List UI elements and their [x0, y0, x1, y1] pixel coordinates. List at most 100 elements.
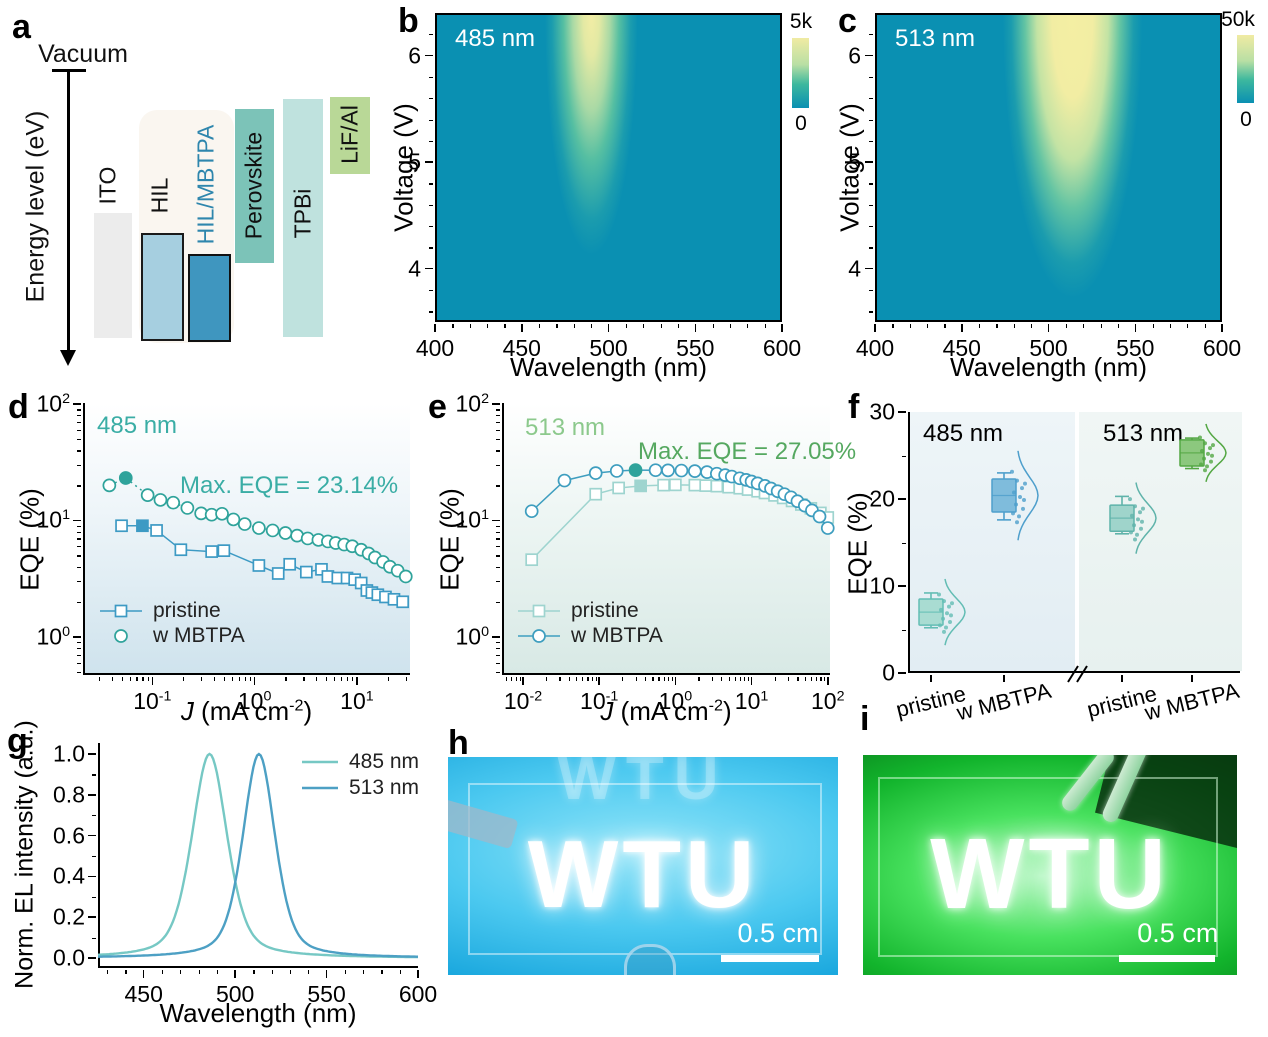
tick-label: 450 — [942, 335, 981, 361]
panel-letter-h: h — [448, 724, 469, 762]
panel-b: b 485 nm Wavelength (nm) Voltage (V) 5k … — [389, 0, 830, 390]
tick-label: 10 — [869, 572, 895, 599]
tick-mark — [677, 324, 680, 328]
tick-mark — [216, 970, 219, 974]
legend-entry-513-nm: 513 nm — [300, 776, 419, 800]
tick-mark — [598, 677, 600, 685]
tick-mark — [729, 324, 732, 328]
layer-bar-hil — [141, 233, 184, 341]
scalebar — [1118, 955, 1215, 963]
tick-mark — [865, 54, 873, 57]
tick-mark — [625, 324, 628, 328]
tick-mark — [521, 324, 523, 332]
legend-label: w MBTPA — [571, 624, 663, 647]
tick-mark — [341, 677, 343, 681]
tick-mark — [425, 161, 433, 163]
tick-mark — [496, 429, 500, 431]
tick-mark — [399, 970, 401, 974]
layer-label-tpbi: TPBi — [289, 188, 316, 239]
tick-mark — [892, 324, 894, 328]
layer-label-hil-mbtpa: HIL/MBTPA — [192, 124, 219, 245]
group-label-513: 513 nm — [1103, 420, 1184, 447]
tick-mark — [1121, 675, 1123, 682]
tick-mark — [434, 324, 436, 332]
tick-label: 400 — [855, 335, 895, 361]
group-background-513 — [1079, 412, 1242, 671]
tick-mark — [308, 970, 310, 974]
tick-mark — [234, 970, 236, 978]
tick-mark — [734, 677, 736, 681]
tick-mark — [865, 161, 873, 163]
tick-mark — [405, 677, 407, 681]
tick-mark — [781, 324, 783, 332]
tick-mark — [496, 409, 500, 411]
el-emission-plume — [437, 15, 780, 320]
tick-label: 6 — [848, 42, 861, 69]
tick-mark — [556, 324, 558, 328]
tick-mark — [1134, 324, 1136, 332]
tick-mark — [902, 455, 906, 457]
tick-mark — [429, 311, 433, 313]
tick-mark — [429, 98, 433, 100]
panel-f: f 485 nm 513 nm EQE (%) 0 10 20 30 pristine w… — [840, 390, 1268, 735]
tick-mark — [77, 555, 81, 557]
tick-mark — [452, 324, 454, 328]
colorbar-min-label: 0 — [1240, 108, 1252, 131]
tick-mark — [496, 648, 500, 650]
tick-label: 5 — [848, 148, 861, 175]
tick-mark — [417, 970, 419, 978]
tick-mark — [496, 450, 500, 452]
vacuum-level-line — [52, 69, 86, 72]
tick-mark — [253, 677, 256, 685]
tick-mark — [660, 324, 662, 328]
tick-mark — [587, 677, 589, 681]
tick-mark — [504, 324, 506, 328]
legend-entry-w-MBTPA: w MBTPA — [516, 624, 663, 648]
tick-label: 30 — [869, 398, 895, 425]
tick-mark — [316, 677, 318, 681]
tick-mark — [77, 601, 81, 603]
tick-mark — [98, 677, 101, 681]
legend-label: 513 nm — [349, 776, 420, 799]
tick-mark — [898, 498, 906, 500]
tick-mark — [77, 464, 81, 467]
tick-mark — [721, 677, 723, 681]
tick-mark — [869, 247, 873, 249]
tick-mark — [429, 140, 433, 143]
tick-mark — [77, 422, 81, 424]
layer-bar-lif-al — [330, 97, 370, 174]
tick-mark — [787, 677, 790, 681]
tick-label: 10-1 — [580, 688, 619, 714]
tick-mark — [869, 311, 873, 313]
tick-mark — [573, 324, 575, 328]
tick-mark — [77, 538, 81, 540]
tick-mark — [249, 677, 252, 681]
x-axis-label: J (mA cm-2) — [180, 696, 313, 726]
tick-mark — [492, 636, 500, 638]
tick-mark — [607, 324, 610, 332]
tick-mark — [429, 247, 433, 249]
panel-letter-f: f — [848, 388, 860, 426]
tick-mark — [88, 916, 96, 918]
tick-mark — [429, 290, 433, 292]
tick-mark — [515, 677, 517, 681]
tick-mark — [381, 970, 383, 974]
legend-entry-w-MBTPA: w MBTPA — [98, 624, 245, 648]
tick-mark — [147, 677, 149, 681]
legend-swatch — [302, 760, 338, 764]
panel-g: g Wavelength (nm) Norm. EL intensity (a.… — [0, 710, 440, 1037]
tick-mark — [898, 672, 906, 674]
tick-label: 600 — [762, 335, 802, 361]
tick-mark — [496, 546, 500, 548]
tick-mark — [223, 677, 226, 681]
device-photo-blue: WTU WTU 0.5 cm — [448, 757, 838, 975]
tick-mark — [285, 677, 287, 681]
tick-mark — [1187, 324, 1189, 328]
tick-mark — [121, 677, 123, 681]
tick-mark — [77, 566, 81, 568]
panel-h: h WTU WTU 0.5 cm — [440, 700, 860, 1037]
tick-mark — [728, 677, 730, 681]
tick-mark — [73, 403, 81, 405]
y-axis-label: Norm. EL intensity (a.u.) — [10, 720, 39, 989]
